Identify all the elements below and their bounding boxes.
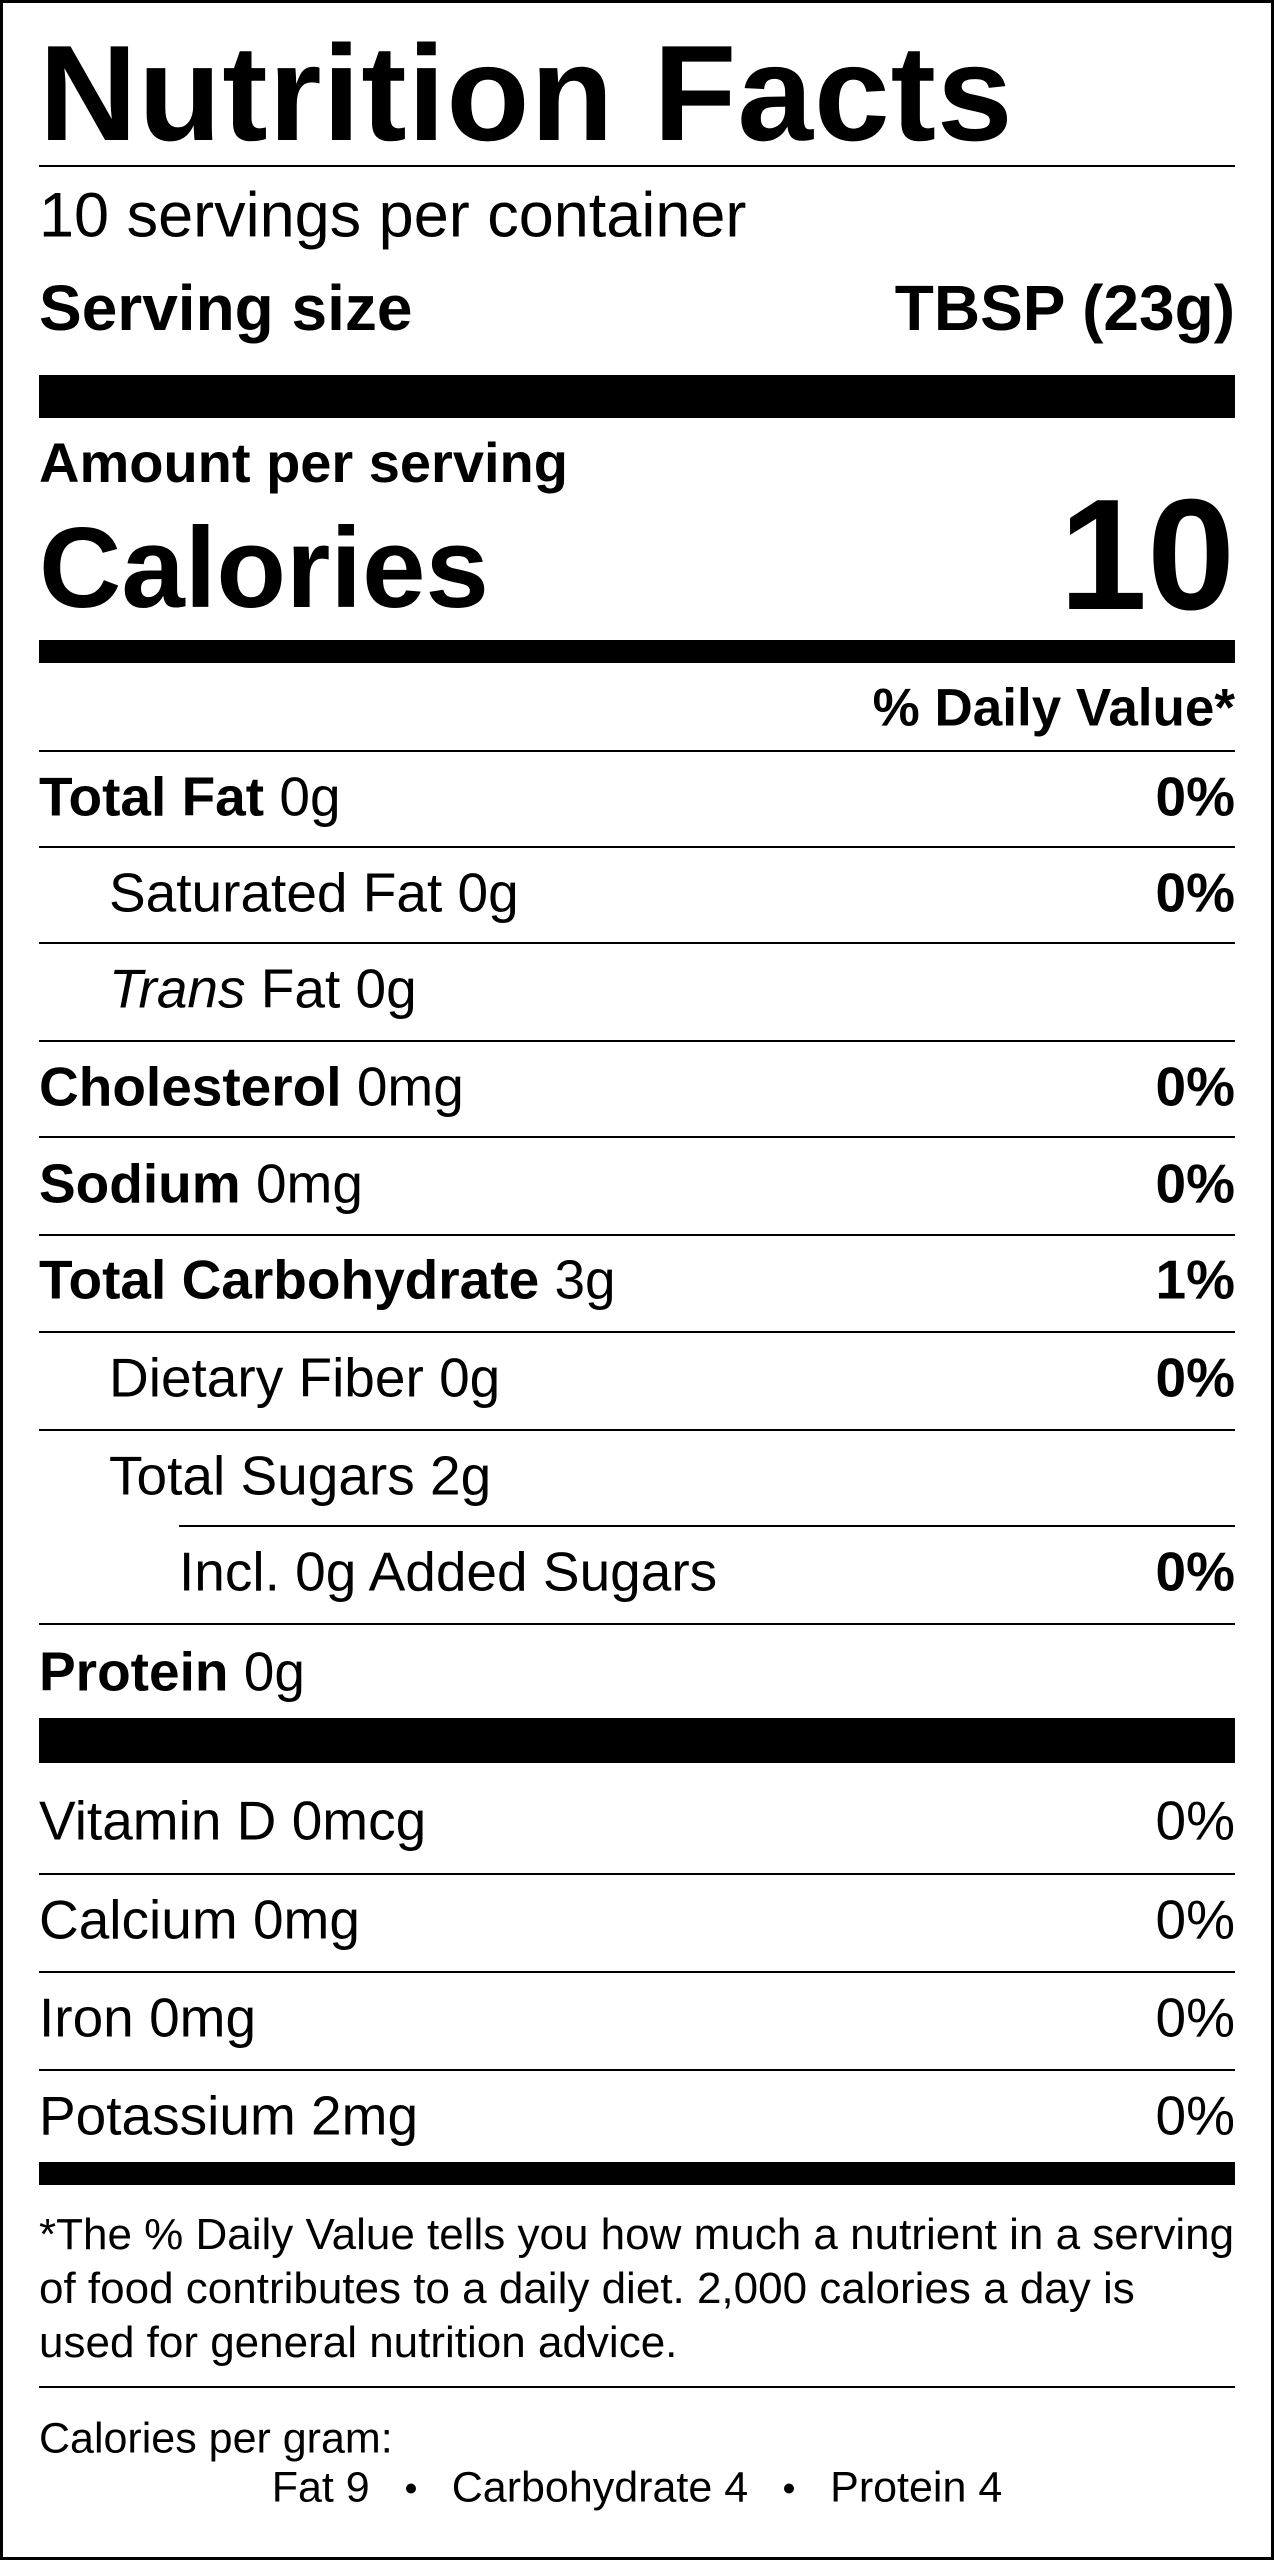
nutrient-name: Dietary Fiber: [109, 1346, 424, 1409]
nutrient-dv: 0%: [1155, 1346, 1236, 1409]
bullet: [784, 2483, 795, 2493]
nutrient-row: Sodium 0mg: [39, 1156, 363, 1212]
rule: [39, 1429, 1235, 1431]
vitamin-amount: 2mg: [311, 2084, 419, 2147]
nutrient-row: Cholesterol 0mg: [39, 1059, 464, 1115]
vitamin-dv: 0%: [1155, 2084, 1236, 2147]
nutrient-row: Total Fat 0g: [39, 769, 341, 825]
calories-value: 10: [1059, 467, 1235, 643]
nutrient-row: Saturated Fat 0g: [109, 865, 519, 921]
vitamin-name: Iron: [39, 1986, 134, 2049]
nutrient-row: Dietary Fiber 0g: [109, 1350, 500, 1406]
servings: 10 servings per container: [39, 180, 747, 251]
calories-per-gram-item: Protein 4: [830, 2463, 1003, 2512]
nutrient-row: Total Carbohydrate 3g: [39, 1252, 616, 1308]
nutrient-amount: 0g: [279, 765, 341, 828]
nutrient-dv: 0%: [1155, 861, 1236, 924]
vitamin-amount: 0mg: [252, 1888, 360, 1951]
calories-per-gram-label: Calories per gram:: [39, 2414, 393, 2463]
serving-size-value: TBSP (23g): [894, 272, 1235, 344]
calories-per-gram-item: Fat 9: [271, 2463, 370, 2512]
thick-bar: [39, 1718, 1235, 1763]
vitamin-row: Iron 0mg: [39, 1990, 256, 2046]
vitamin-row: Calcium 0mg: [39, 1892, 360, 1948]
vitamin-amount: 0mg: [149, 1986, 257, 2049]
rule: [39, 1623, 1235, 1625]
nutrient-amount: 2g: [430, 1444, 492, 1507]
calories-per-gram-items: Fat 9 Carbohydrate 4 Protein 4: [3, 2463, 1271, 2512]
nutrient-name: Protein: [39, 1640, 229, 1703]
serving-size-label: Serving size: [39, 272, 413, 344]
rule: [39, 165, 1235, 167]
nutrient-amount: 3g: [554, 1248, 616, 1311]
nutrient-name: Total Fat: [39, 765, 265, 828]
rule: [39, 2386, 1235, 2388]
nutrient-name-rest: Fat: [260, 957, 341, 1020]
nutrient-amount: 0g: [457, 861, 519, 924]
nutrient-amount: 0mg: [255, 1152, 363, 1215]
rule: [39, 1331, 1235, 1333]
nutrient-amount: 0g: [355, 957, 417, 1020]
title: Nutrition Facts: [39, 17, 1014, 169]
vitamin-row: Potassium 2mg: [39, 2088, 418, 2144]
nutrient-name: Cholesterol: [39, 1055, 342, 1118]
rule: [39, 2069, 1235, 2071]
vitamin-dv: 0%: [1155, 1888, 1236, 1951]
rule: [39, 1040, 1235, 1042]
bullet: [405, 2483, 416, 2493]
nutrient-name: Incl. 0g Added Sugars: [179, 1540, 718, 1603]
vitamin-name: Vitamin D: [39, 1789, 277, 1852]
rule: [39, 942, 1235, 944]
thick-bar: [39, 375, 1235, 418]
nutrient-name: Sodium: [39, 1152, 241, 1215]
calories-per-gram-item: Carbohydrate 4: [451, 2463, 749, 2512]
vitamin-name: Calcium: [39, 1888, 238, 1951]
nutrient-row: Trans Fat 0g: [109, 961, 417, 1017]
amount-label: Amount per serving: [39, 431, 568, 494]
vitamin-dv: 0%: [1155, 1789, 1236, 1852]
nutrient-amount: 0mg: [356, 1055, 464, 1118]
vitamin-amount: 0mcg: [291, 1789, 427, 1852]
nutrient-name: Total Sugars: [109, 1444, 415, 1507]
vitamin-dv: 0%: [1155, 1986, 1236, 2049]
rule: [39, 846, 1235, 848]
rule: [39, 1971, 1235, 1973]
nutrient-amount: 0g: [439, 1346, 501, 1409]
medium-bar: [39, 2162, 1235, 2185]
nutrient-name: Total Carbohydrate: [39, 1248, 540, 1311]
footnote: *The % Daily Value tells you how much a …: [39, 2210, 1235, 2367]
nutrient-dv: 0%: [1155, 1055, 1236, 1118]
nutrient-row: Protein 0g: [39, 1644, 305, 1700]
nutrient-dv: 0%: [1155, 1152, 1236, 1215]
dv-header: % Daily Value*: [872, 678, 1235, 738]
nutrient-row: Incl. 0g Added Sugars: [179, 1544, 717, 1600]
rule: [179, 1525, 1235, 1527]
nutrient-dv: 0%: [1155, 765, 1236, 828]
nutrient-dv: 1%: [1155, 1248, 1236, 1311]
nutrient-row: Total Sugars 2g: [109, 1448, 491, 1504]
nutrient-amount: 0g: [243, 1640, 305, 1703]
vitamin-name: Potassium: [39, 2084, 296, 2147]
medium-bar: [39, 640, 1235, 663]
nutrient-name: Saturated Fat: [109, 861, 443, 924]
nutrient-name: Trans: [109, 957, 246, 1020]
rule: [39, 1873, 1235, 1875]
rule: [39, 750, 1235, 752]
vitamin-row: Vitamin D 0mcg: [39, 1793, 426, 1849]
calories-label: Calories: [39, 505, 489, 632]
rule: [39, 1234, 1235, 1236]
nutrient-dv: 0%: [1155, 1540, 1236, 1603]
rule: [39, 1136, 1235, 1138]
